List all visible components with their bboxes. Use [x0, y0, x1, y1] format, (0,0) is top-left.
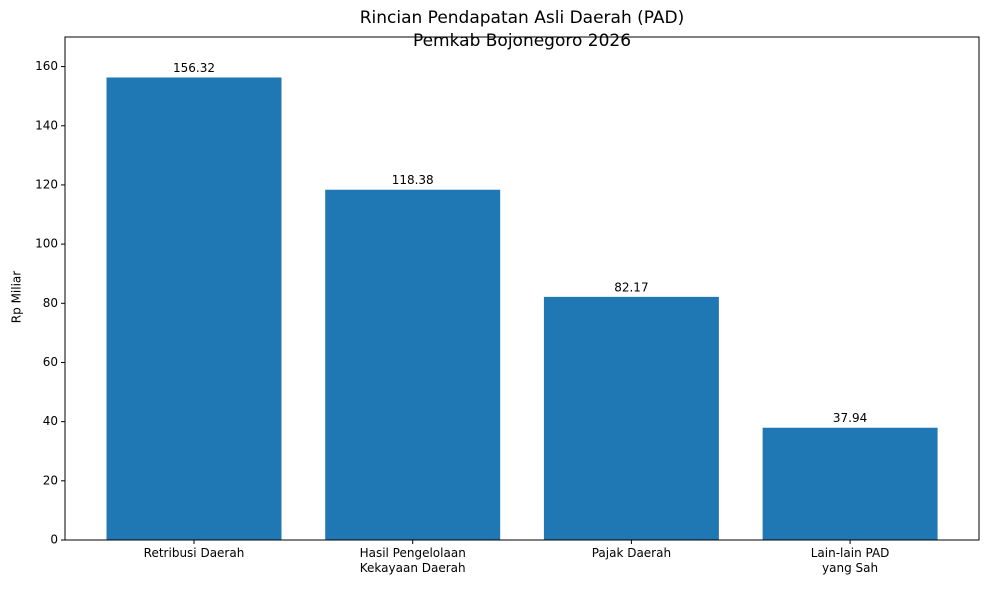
x-tick-label-box: Pajak Daerah: [591, 546, 672, 560]
y-tick-label: 100: [35, 237, 58, 251]
value-label: 37.94: [833, 411, 867, 425]
x-tick-label-box: Hasil Pengelolaan Kekayaan Daerah: [359, 546, 466, 575]
x-tick-label: Lain-lain PAD yang Sah: [810, 546, 890, 575]
bar: [762, 427, 938, 540]
x-tick-label-box: Lain-lain PAD yang Sah: [810, 546, 890, 575]
y-tick-label: 80: [43, 296, 58, 310]
x-tick-label: Pajak Daerah: [591, 546, 672, 560]
plot-frame: [64, 36, 980, 541]
value-label: 82.17: [614, 280, 648, 294]
y-tick-label: 120: [35, 177, 58, 191]
value-label: 156.32: [173, 61, 215, 75]
x-tick-label: Retribusi Daerah: [143, 546, 245, 560]
y-tick-label: 20: [43, 473, 58, 487]
chart-subtitle: Pemkab Bojonegoro 2026: [413, 31, 631, 51]
x-tick-label-box: Retribusi Daerah: [143, 546, 245, 560]
bar: [543, 296, 719, 540]
y-axis-label: Rp Miliar: [10, 271, 24, 323]
y-tick-label: 160: [35, 59, 58, 73]
y-tick-label: 140: [35, 118, 58, 132]
y-tick-label: 60: [43, 355, 58, 369]
bar: [106, 77, 282, 540]
value-label: 118.38: [392, 173, 434, 187]
x-tick-label: Hasil Pengelolaan Kekayaan Daerah: [359, 546, 466, 575]
y-tick-label: 40: [43, 414, 58, 428]
y-tick-label: 0: [50, 533, 58, 547]
chart-title: Rincian Pendapatan Asli Daerah (PAD): [360, 8, 685, 28]
bar: [325, 189, 501, 540]
